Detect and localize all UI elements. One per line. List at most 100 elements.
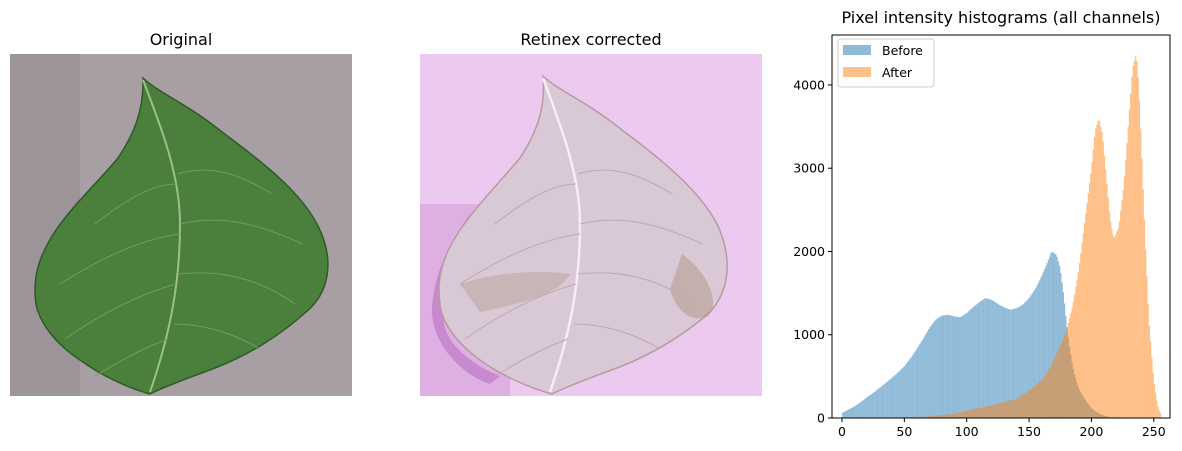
histogram-bar-after [1039, 382, 1041, 418]
histogram-bar-before [1025, 301, 1027, 418]
histogram-bar-before [909, 358, 911, 418]
histogram-bar-before [878, 388, 880, 418]
histogram-bar-before [982, 299, 985, 418]
histogram-bar-after [1036, 384, 1038, 418]
histogram-bar-before [1021, 305, 1023, 418]
histogram-bar-before [886, 381, 889, 418]
histogram-bar-after [1148, 325, 1151, 418]
histogram-bar-before [1037, 282, 1040, 418]
histogram-bar-before [925, 333, 927, 418]
histogram-bar-before [1036, 285, 1038, 418]
corrected-leaf-image [420, 54, 762, 396]
histogram-bar-after [1068, 318, 1071, 418]
histogram-bar-before [913, 353, 915, 418]
histogram-bar-after [1130, 93, 1132, 419]
histogram-bar-before [990, 299, 992, 418]
histogram-bar-before [850, 408, 852, 418]
histogram-bar-after [992, 405, 995, 418]
histogram-bar-before [951, 315, 953, 418]
histogram-bar-after [1155, 392, 1157, 418]
histogram-bar-before [848, 409, 850, 418]
histogram-bar-after [931, 416, 934, 418]
histogram-bar-before [919, 343, 921, 418]
histogram-bar-before [875, 390, 877, 418]
histogram-bar-before [977, 302, 980, 418]
x-tick-label: 100 [955, 424, 979, 439]
histogram-bar-after [1009, 400, 1011, 418]
histogram-bar-before [920, 341, 922, 418]
histogram-bar-before [1058, 265, 1061, 418]
histogram-bar-after [943, 414, 945, 418]
histogram-bar-after [1081, 243, 1083, 418]
histogram-bar-after [984, 406, 986, 418]
histogram-bar-after [1058, 346, 1061, 418]
histogram-bar-after [920, 416, 922, 418]
histogram-bar-before [991, 300, 993, 418]
histogram-bar-after [1085, 213, 1087, 418]
histogram-bar-before [1034, 289, 1036, 418]
histogram-bar-after [1137, 77, 1139, 418]
histogram-bar-before [881, 385, 884, 418]
y-tick-label: 2000 [793, 244, 825, 259]
histogram-bar-before [915, 349, 917, 418]
histogram-bar-after [1041, 379, 1043, 418]
histogram-bar-before [989, 299, 991, 418]
histogram-bar-after [1014, 399, 1016, 418]
histogram-bar-before [841, 412, 844, 418]
histogram-bar-before [895, 373, 897, 418]
histogram-bar-after [1024, 393, 1026, 418]
histogram-bar-before [1020, 305, 1022, 418]
histogram-bar-before [950, 315, 952, 418]
histogram-bar-before [868, 395, 870, 418]
histogram-bar-before [1002, 306, 1005, 418]
histogram-bar-before [856, 404, 859, 418]
histogram-bar-after [1057, 349, 1059, 418]
histogram-bar-before [876, 389, 879, 418]
histogram-bar-after [1156, 400, 1158, 418]
histogram-bar-before [1007, 309, 1010, 418]
histogram-bar-before [859, 402, 861, 418]
histogram-bar-after [956, 413, 958, 418]
histogram-bar-before [940, 316, 942, 418]
histogram-bar-before [1049, 256, 1051, 418]
histogram-bar-before [943, 315, 945, 418]
histogram-bar-after [1105, 169, 1107, 418]
histogram-bar-before [959, 317, 961, 418]
histogram-bar-after [1131, 76, 1133, 418]
histogram-bar-after [1049, 367, 1051, 418]
histogram-bar-after [1103, 155, 1106, 418]
histogram-bar-after [929, 416, 931, 418]
histogram-bar-after [1145, 248, 1147, 418]
histogram-bar-after [1047, 370, 1050, 418]
histogram-bar-before [944, 315, 946, 418]
histogram-bar-before [855, 405, 857, 418]
histogram-bar-after [1075, 286, 1077, 418]
y-tick-label: 0 [817, 411, 825, 426]
histogram-bar-after [1096, 124, 1098, 418]
histogram-bar-after [1157, 406, 1159, 418]
histogram-bar-after [945, 414, 947, 418]
histogram-bar-before [845, 410, 847, 418]
histogram-bar-after [1072, 301, 1074, 418]
histogram-bar-after [1143, 219, 1146, 418]
histogram-bar-before [898, 371, 900, 418]
histogram-bar-before [918, 345, 920, 418]
histogram-bar-after [995, 404, 997, 418]
histogram-bar-after [1063, 335, 1066, 418]
histogram-bar-after [1020, 395, 1022, 418]
histogram-bar-after [1082, 233, 1084, 418]
histogram-bar-before [874, 391, 876, 418]
histogram-bar-after [1032, 387, 1035, 418]
histogram-bar-after [941, 415, 944, 418]
histogram-bar-after [944, 414, 946, 418]
histogram-bar-before [928, 329, 930, 418]
histogram-bar-before [1006, 308, 1008, 418]
histogram-bar-before [884, 383, 886, 418]
y-axis: 0 1000 2000 3000 4000 [793, 77, 832, 426]
histogram-bar-before [866, 396, 869, 418]
histogram-bar-after [960, 412, 962, 418]
histogram-bar-after [938, 415, 940, 418]
histogram-bar-before [889, 379, 891, 418]
histogram-bar-after [1122, 190, 1124, 418]
